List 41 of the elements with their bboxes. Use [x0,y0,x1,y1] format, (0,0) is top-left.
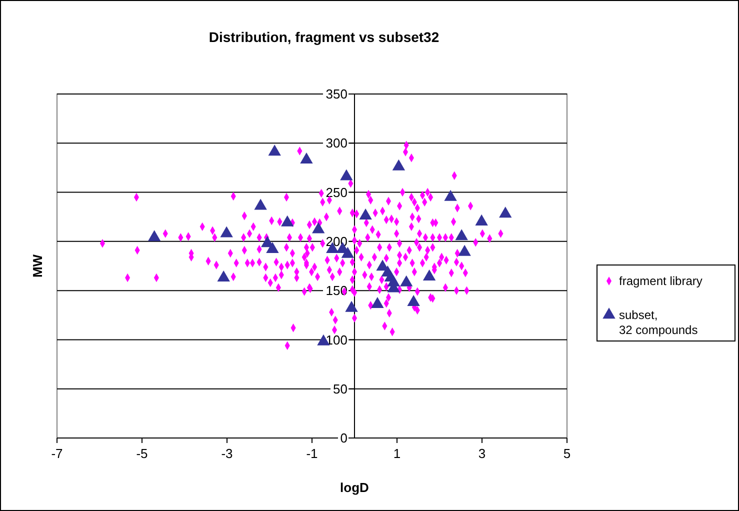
point [455,229,468,240]
y-tick-label: 250 [326,184,348,200]
x-tick-label: -5 [136,446,148,461]
x-axis-title: logD [340,480,369,495]
point [371,296,384,308]
point [475,214,488,226]
point [345,300,358,312]
point [280,215,294,226]
point [217,270,230,282]
point [400,275,413,286]
point [458,244,471,256]
point [312,222,325,234]
point [148,230,161,242]
point [220,226,233,238]
point [268,144,281,156]
x-tick-label: -1 [306,446,318,461]
x-tick-label: -3 [221,446,233,461]
y-axis-title: MW [30,254,45,278]
y-tick-label: 50 [333,381,348,396]
point [422,269,436,280]
point [444,190,457,201]
point [300,152,313,164]
point [340,169,353,180]
y-tick-label: 300 [326,136,348,151]
point [407,295,420,306]
x-tick-label: 3 [478,446,486,461]
y-tick-label: 100 [326,332,348,348]
legend-label: fragment library [619,274,702,288]
x-tick-label: 1 [393,446,401,461]
y-tick-label: 0 [340,430,348,446]
chart-title: Distribution, fragment vs subset32 [208,29,440,45]
point [266,242,279,253]
point [341,246,354,258]
point [392,159,406,170]
point [359,208,372,220]
x-tick-label: -7 [51,446,63,461]
legend-label: subset, 32 compounds [619,308,698,337]
point [499,206,512,218]
y-tick-label: 350 [326,86,348,102]
point [254,198,267,210]
x-tick-label: 5 [563,446,571,461]
